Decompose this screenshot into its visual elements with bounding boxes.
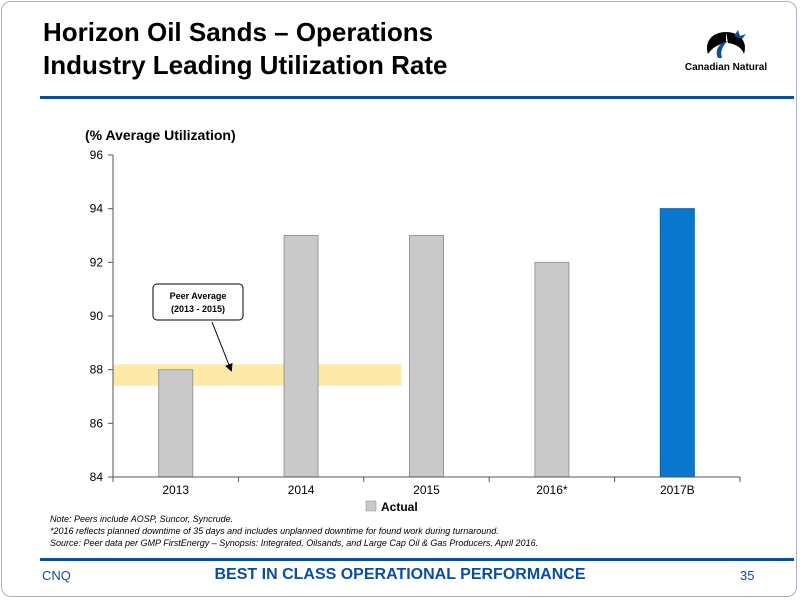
footnote-peers: Note: Peers include AOSP, Suncor, Syncru… [50, 514, 234, 524]
y-tick-label: 84 [90, 470, 104, 484]
footnote-2016: *2016 reflects planned downtime of 35 da… [50, 526, 499, 536]
x-tick-label: 2016* [536, 483, 568, 497]
legend-label-actual: Actual [381, 500, 418, 514]
y-tick-label: 88 [90, 363, 104, 377]
y-tick-label: 96 [90, 148, 104, 162]
logo-text: Canadian Natural [684, 62, 768, 73]
y-tick-label: 92 [90, 255, 104, 269]
legend-swatch-actual [365, 500, 377, 512]
callout-box [152, 283, 244, 321]
chart-legend: Actual [365, 500, 418, 514]
x-tick-label: 2013 [162, 483, 189, 497]
footer-tagline: BEST IN CLASS OPERATIONAL PERFORMANCE [214, 566, 586, 583]
axes-layer: 2013 2014 2015 2016* 2017B 84 86 88 90 92 94 96 [90, 148, 741, 497]
footnote-source: Source: Peer data per GMP FirstEnergy – … [50, 538, 539, 548]
bar-2017B [659, 208, 695, 478]
utilization-bar-chart: 2013 2014 2015 2016* 2017B 84 86 88 90 92 94 96 (% … [85, 127, 741, 514]
peer-average-callout: Peer Average (2013 - 2015) [152, 283, 244, 372]
y-tick-label: 94 [90, 202, 104, 216]
footer-ticker: CNQ [42, 568, 71, 583]
x-tick-label: 2017B [660, 483, 695, 497]
y-axis-label: (% Average Utilization) [85, 127, 236, 143]
callout-arrow [211, 321, 233, 372]
y-tick-label: 90 [90, 309, 104, 323]
x-tick-label: 2014 [288, 483, 315, 497]
bar-2013 [158, 369, 194, 478]
footer-rule [40, 558, 794, 561]
y-tick-label: 86 [90, 416, 104, 430]
callout-line-1: Peer Average [170, 291, 227, 301]
company-logo: Canadian Natural [674, 28, 778, 78]
bar-2016 [534, 261, 570, 478]
peer-average-band [113, 364, 402, 386]
logo-mark-icon [706, 30, 746, 58]
page-number: 35 [740, 568, 755, 583]
title-line-1: Horizon Oil Sands – Operations [43, 17, 434, 47]
peer-average-band-layer [113, 364, 402, 386]
footnotes: Note: Peers include AOSP, Suncor, Syncru… [50, 513, 538, 549]
bars-layer [158, 208, 695, 478]
x-tick-label: 2015 [413, 483, 440, 497]
callout-line-2: (2013 - 2015) [171, 304, 225, 314]
slide-title: Horizon Oil Sands – Operations Industry … [43, 16, 447, 82]
bar-2015 [409, 235, 444, 478]
title-line-2: Industry Leading Utilization Rate [43, 50, 448, 80]
bar-2014 [283, 235, 319, 478]
header-rule [40, 96, 794, 99]
